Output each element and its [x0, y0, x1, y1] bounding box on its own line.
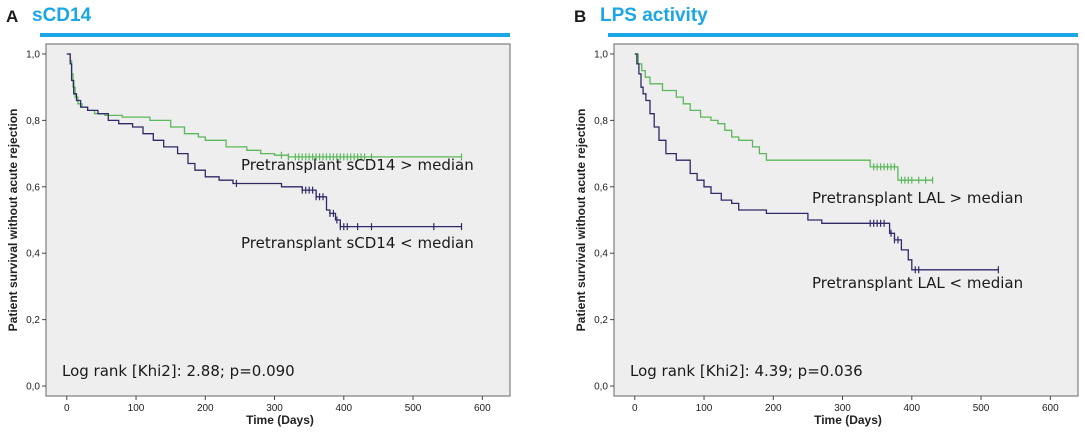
y-tick-label: 1,0: [594, 49, 608, 60]
survival-curve-0: [66, 53, 462, 158]
title-rule-b: [608, 33, 1078, 37]
x-tick-label: 300: [834, 403, 851, 414]
y-tick-label: 0,0: [26, 382, 40, 393]
y-axis-title-b: Patient survival without acute rejection: [574, 109, 588, 332]
x-tick-label: 100: [696, 403, 713, 414]
series-label-below-b: Pretransplant LAL < median: [812, 274, 1023, 292]
axis-ticks-a: 0 100 200 300 400 500 600 0,0 0,2 0,4 0,6 0,8 1,0: [26, 49, 491, 414]
x-tick-label: 600: [1042, 403, 1059, 414]
y-tick-label: 1,0: [26, 49, 40, 60]
x-tick-label: 500: [973, 403, 990, 414]
x-tick-label: 0: [64, 403, 70, 414]
x-tick-label: 0: [632, 403, 638, 414]
axis-ticks-b: 0 100 200 300 400 500 600 0,0 0,2 0,4 0,6 0,8 1,0: [594, 49, 1059, 414]
x-tick-label: 400: [903, 403, 920, 414]
y-tick-label: 0,6: [594, 182, 608, 193]
x-tick-label: 100: [128, 403, 145, 414]
panel-letter-b: B: [574, 7, 587, 26]
x-tick-label: 200: [197, 403, 214, 414]
y-tick-label: 0,2: [26, 315, 40, 326]
y-tick-label: 0,4: [594, 249, 608, 260]
y-tick-label: 0,6: [26, 182, 40, 193]
x-tick-label: 600: [474, 403, 491, 414]
x-tick-label: 500: [405, 403, 422, 414]
survival-plot-b: 0 100 200 300 400 500 600 0,0 0,2 0,4 0,6 0,8 1,0 Pr…: [574, 43, 1079, 427]
survival-curve-0: [634, 53, 933, 181]
y-tick-label: 0,0: [594, 382, 608, 393]
x-tick-label: 200: [765, 403, 782, 414]
y-axis-title-a: Patient survival without acute rejection: [6, 109, 20, 332]
series-label-above-b: Pretransplant LAL > median: [812, 189, 1023, 207]
log-rank-annotation-b: Log rank [Khi2]: 4.39; p=0.036: [630, 362, 863, 380]
chart-panel-b: B LPS activity 0 100 200 300 400 500 600 0,0 0,2…: [568, 0, 1085, 434]
title-rule-a: [40, 33, 510, 37]
plot-area-b: [613, 43, 1079, 397]
y-tick-label: 0,4: [26, 249, 40, 260]
x-axis-title-a: Time (Days): [246, 413, 314, 427]
chart-panel-a: A sCD14 0 100 200 300 400 500 600 0,0 0,2 0,4 0,6 0…: [0, 0, 520, 434]
survival-plot-a: 0 100 200 300 400 500 600 0,0 0,2 0,4 0,6 0,8 1,0 Pr…: [6, 43, 511, 427]
series-label-above-a: Pretransplant sCD14 > median: [241, 156, 474, 174]
y-tick-label: 0,8: [594, 116, 608, 127]
plot-marks-b: [634, 53, 999, 274]
plot-marks-a: [66, 53, 463, 231]
x-tick-label: 300: [266, 403, 283, 414]
log-rank-annotation-a: Log rank [Khi2]: 2.88; p=0.090: [62, 362, 295, 380]
y-tick-label: 0,2: [594, 315, 608, 326]
chart-title-a: sCD14: [32, 5, 92, 26]
chart-title-b: LPS activity: [600, 5, 708, 26]
plot-area-a: [45, 43, 511, 397]
x-tick-label: 400: [335, 403, 352, 414]
y-tick-label: 0,8: [26, 116, 40, 127]
x-axis-title-b: Time (Days): [814, 413, 882, 427]
series-label-below-a: Pretransplant sCD14 < median: [241, 234, 474, 252]
survival-curve-1: [634, 53, 999, 271]
panel-letter-a: A: [6, 7, 19, 26]
